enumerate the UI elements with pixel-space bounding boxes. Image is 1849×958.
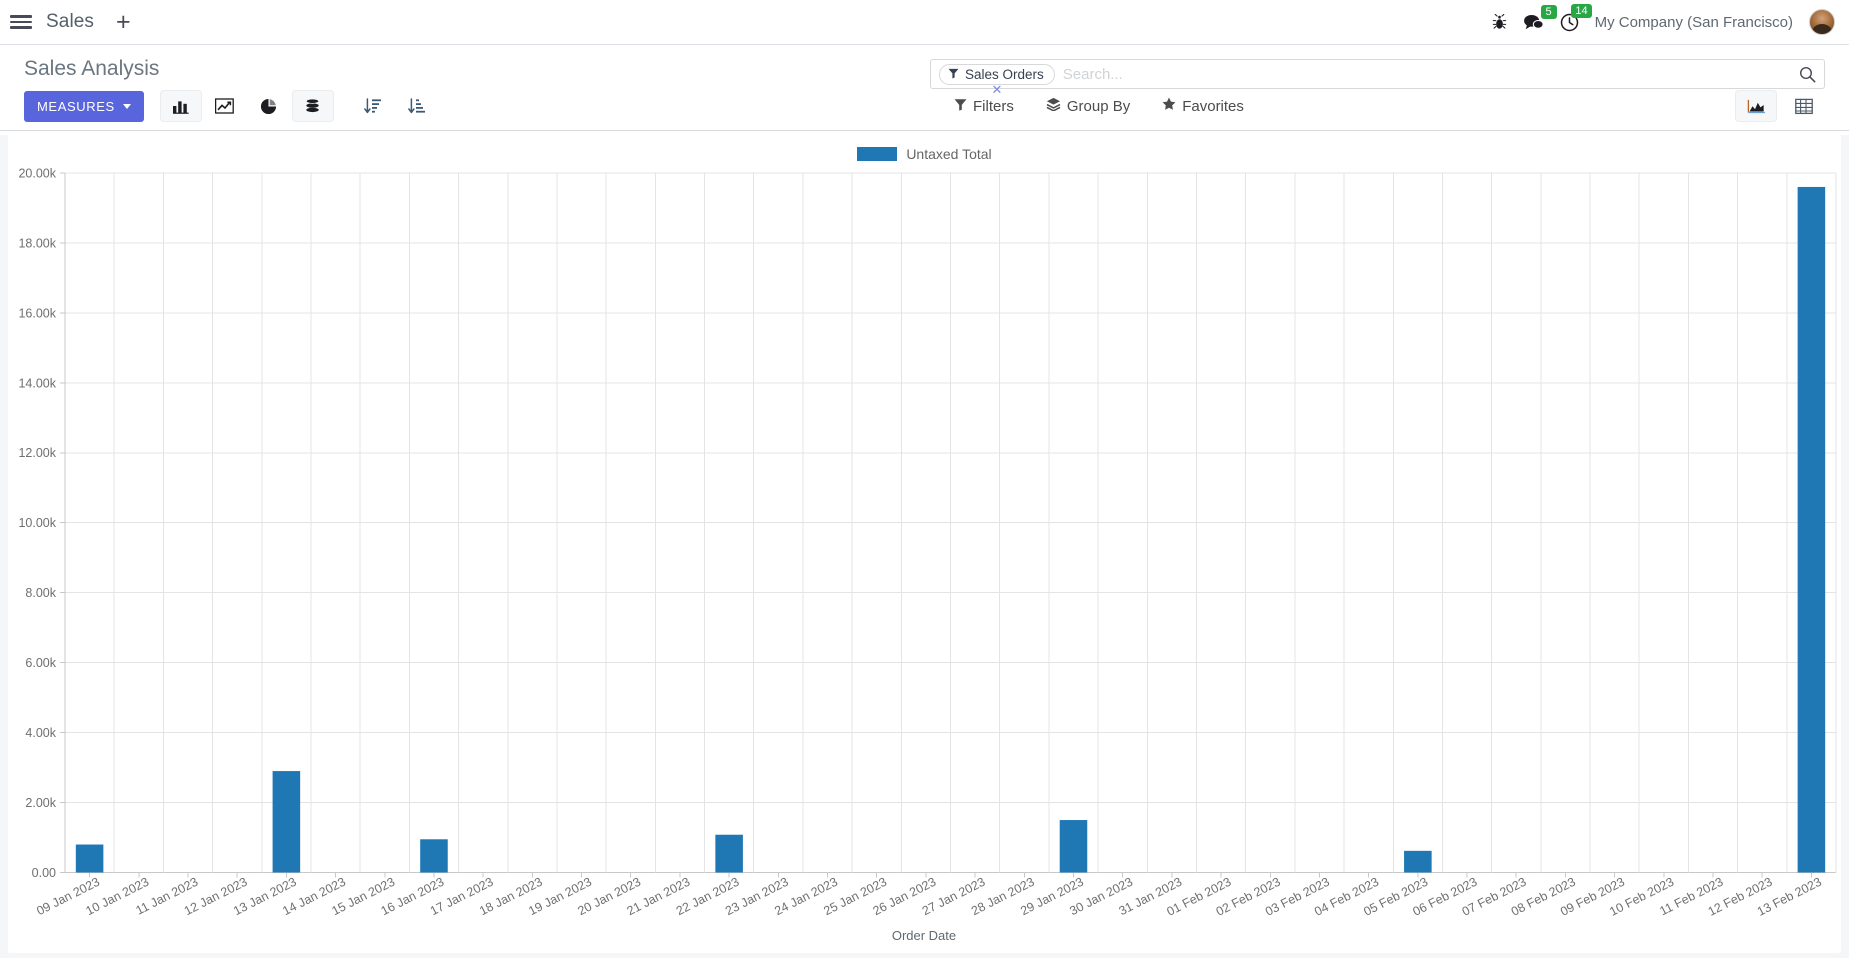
activities-badge: 14 xyxy=(1571,3,1592,18)
breadcrumb: Sales Analysis xyxy=(24,57,160,80)
filter-icon xyxy=(948,67,959,82)
star-icon xyxy=(1162,97,1176,115)
chart-type-button-group xyxy=(159,90,438,122)
chart-bar[interactable] xyxy=(1059,820,1088,873)
measures-label: MEASURES xyxy=(37,98,115,114)
stacked-icon[interactable] xyxy=(291,90,334,122)
activities-clock-icon[interactable]: 14 xyxy=(1560,3,1592,32)
sort-ascending-icon[interactable] xyxy=(396,90,438,122)
graph-renderer: Untaxed Total 0.00 2.00k 4.00k 6.00k 8.00k 10… xyxy=(8,135,1841,953)
hamburger-menu-icon[interactable] xyxy=(10,13,32,31)
chart-bars xyxy=(75,186,1826,873)
avatar[interactable] xyxy=(1809,9,1835,35)
chevron-down-icon xyxy=(122,103,131,109)
pivot-view-icon[interactable] xyxy=(1783,90,1825,122)
chart-legend: Untaxed Total xyxy=(8,135,1841,165)
chart-bar[interactable] xyxy=(715,834,743,873)
x-remove-icon[interactable]: ✕ xyxy=(991,81,1003,97)
line-chart-icon[interactable] xyxy=(204,90,246,122)
control-panel-top-row: Sales Analysis Sales Orders ✕ xyxy=(24,55,1825,96)
chart-bar[interactable] xyxy=(1797,186,1826,873)
navbar-right: 5 14 My Company (San Francisco) xyxy=(1492,3,1835,35)
favorites-button[interactable]: Favorites xyxy=(1162,97,1244,115)
top-navbar: Sales + 5 14 My Company (S xyxy=(0,0,1849,45)
groupby-button[interactable]: Group By xyxy=(1046,97,1130,115)
y-tick-label: 20.00k xyxy=(18,166,56,180)
search-view[interactable]: Sales Orders ✕ xyxy=(930,59,1825,96)
graph-view-icon[interactable] xyxy=(1735,90,1777,122)
groupby-label: Group By xyxy=(1066,97,1131,115)
y-tick-label: 4.00k xyxy=(25,726,56,740)
measures-button[interactable]: MEASURES xyxy=(24,90,144,122)
bar-chart-icon[interactable] xyxy=(159,90,202,122)
search-dropdown-group: Filters Group By Favorit xyxy=(954,97,1244,115)
y-tick-label: 18.00k xyxy=(18,236,56,250)
layers-icon xyxy=(1046,97,1061,115)
search-facet-sales-orders[interactable]: Sales Orders ✕ xyxy=(939,63,1055,96)
messages-badge: 5 xyxy=(1540,4,1557,19)
navbar-left: Sales + xyxy=(10,7,131,36)
y-tick-label: 0.00 xyxy=(32,866,56,880)
filters-button[interactable]: Filters xyxy=(954,98,1014,115)
control-panel: Sales Analysis Sales Orders ✕ xyxy=(0,45,1849,131)
search-facet-label: Sales Orders xyxy=(965,66,1044,82)
chart-bar[interactable] xyxy=(420,839,448,873)
chart-bar[interactable] xyxy=(1404,850,1432,873)
pie-chart-icon[interactable] xyxy=(248,90,290,122)
favorites-label: Favorites xyxy=(1182,97,1244,115)
sort-descending-icon[interactable] xyxy=(352,90,394,122)
y-tick-label: 2.00k xyxy=(25,796,56,810)
chart-bar[interactable] xyxy=(272,771,301,873)
chart-gridlines xyxy=(60,172,1837,878)
y-tick-label: 8.00k xyxy=(25,586,56,600)
x-axis-title: Order Date xyxy=(892,928,956,943)
new-tab-button[interactable]: + xyxy=(116,7,131,36)
chart-bar[interactable] xyxy=(75,844,104,873)
magnifier-icon[interactable] xyxy=(1799,66,1818,83)
y-tick-label: 10.00k xyxy=(18,516,56,530)
y-tick-label: 12.00k xyxy=(18,446,56,460)
content-area: Untaxed Total 0.00 2.00k 4.00k 6.00k 8.00k 10… xyxy=(0,135,1849,958)
legend-label: Untaxed Total xyxy=(906,146,992,162)
app-name[interactable]: Sales xyxy=(46,11,95,32)
control-panel-bottom-row: MEASURES xyxy=(24,90,1825,122)
legend-swatch xyxy=(857,147,898,161)
y-tick-label: 16.00k xyxy=(18,306,56,320)
messages-icon[interactable]: 5 xyxy=(1523,4,1557,31)
search-input[interactable] xyxy=(1054,65,1799,83)
y-tick-label: 14.00k xyxy=(18,376,56,390)
bug-icon[interactable] xyxy=(1492,13,1507,31)
filter-icon xyxy=(954,98,967,115)
company-switcher[interactable]: My Company (San Francisco) xyxy=(1594,13,1793,31)
y-tick-label: 6.00k xyxy=(25,656,56,670)
filters-label: Filters xyxy=(973,97,1014,115)
bar-chart-svg[interactable]: 0.00 2.00k 4.00k 6.00k 8.00k 10.00k 12.00k 14.0… xyxy=(8,165,1841,953)
chart-y-axis-ticks: 0.00 2.00k 4.00k 6.00k 8.00k 10.00k 12.00k 14.0… xyxy=(18,166,56,880)
chart-plot-area: 0.00 2.00k 4.00k 6.00k 8.00k 10.00k 12.00k 14.0… xyxy=(8,165,1841,953)
view-switcher xyxy=(1735,90,1825,122)
